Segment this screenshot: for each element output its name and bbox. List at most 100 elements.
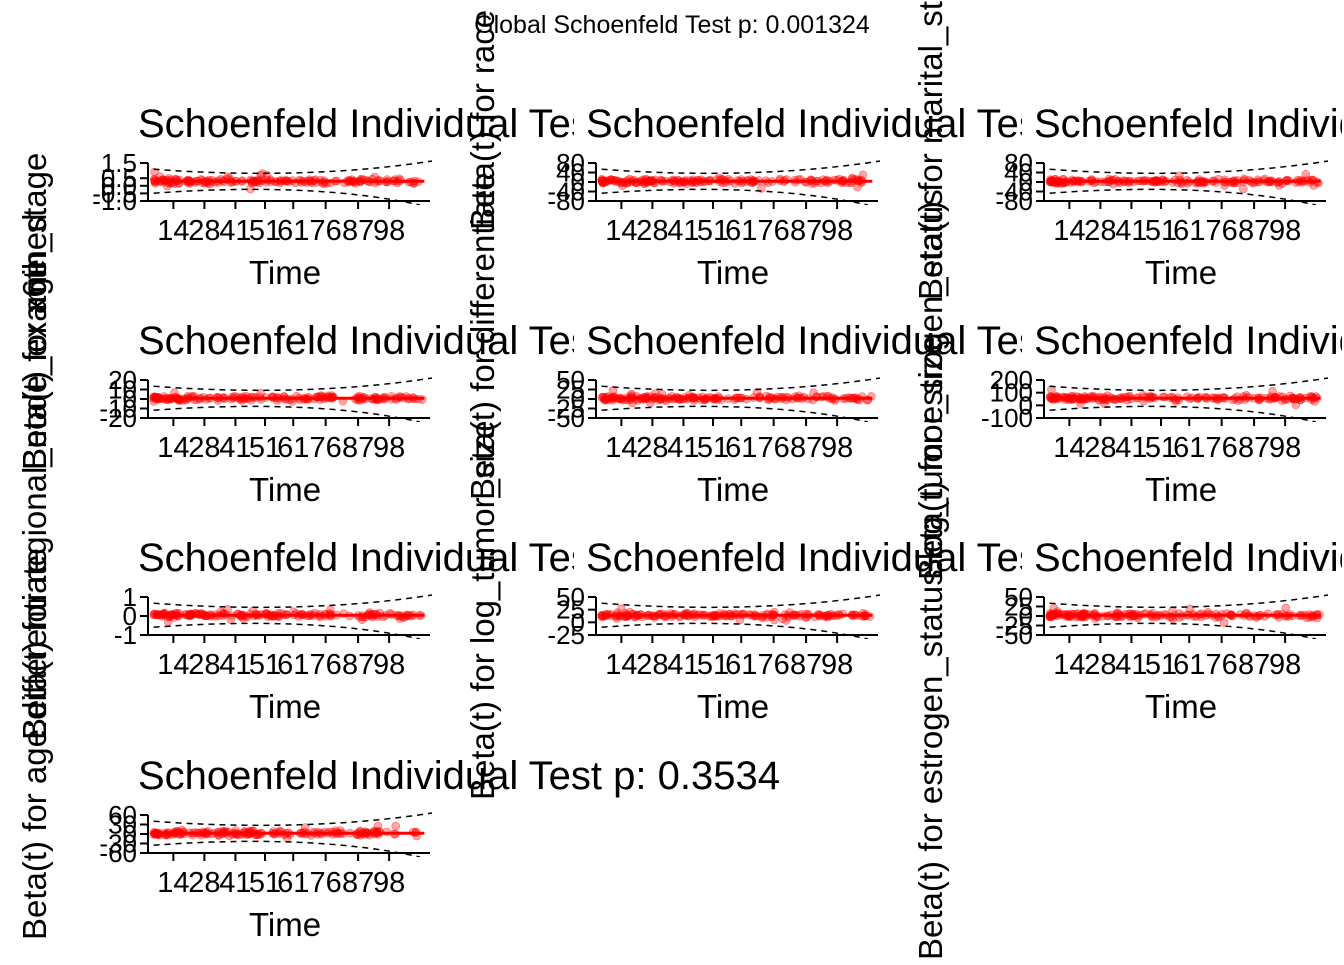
panel-title: Schoenfeld Individual Test p: 0.3534 xyxy=(138,754,780,798)
y-tick-label: 30 xyxy=(108,810,137,840)
y-tick-label: 1 xyxy=(123,582,137,612)
x-tick-label: 28 xyxy=(1084,649,1116,681)
x-axis-label: Time xyxy=(697,688,769,725)
panel-title: Schoenfeld Individual Test p: xyxy=(586,102,1095,146)
confidence-band-lower xyxy=(1049,405,1317,422)
x-tick-label: 51 xyxy=(697,432,729,464)
x-tick-label: 14 xyxy=(605,215,637,247)
y-tick-label: -25 xyxy=(547,394,585,424)
y-tick-label: -40 xyxy=(547,177,585,207)
panel-8: Schoenfeld Individual Test p: 50250-2514… xyxy=(547,537,1022,725)
x-tick-label: 76 xyxy=(758,649,790,681)
panel-1: Schoenfeld Individual Test p: 1.50.50.0-… xyxy=(92,103,574,291)
panel-4: Schoenfeld Individual Test p: 20100-10-2… xyxy=(99,320,574,508)
residual-point xyxy=(1219,618,1229,627)
y-tick-label: -30 xyxy=(99,829,137,859)
x-tick-label: 76 xyxy=(310,215,342,247)
panel-title: Schoenfeld Individual Test p: xyxy=(1034,319,1344,363)
x-tick-label: 28 xyxy=(1084,215,1116,247)
x-tick-label: 41 xyxy=(219,649,251,681)
x-tick-label: 98 xyxy=(373,649,405,681)
panel-9: Schoenfeld Individual Test p: 50250-25-5… xyxy=(995,537,1342,725)
x-tick-label: 87 xyxy=(342,215,374,247)
x-tick-label: 41 xyxy=(667,432,699,464)
x-tick-label: 61 xyxy=(277,215,309,247)
y-axis-label: Beta(t) for regional_node_examined xyxy=(16,213,53,740)
x-axis-label: Time xyxy=(697,471,769,508)
x-tick-label: 28 xyxy=(636,432,668,464)
residual-point xyxy=(1076,399,1085,408)
x-tick-label: 76 xyxy=(310,432,342,464)
y-tick-label: -80 xyxy=(995,186,1033,216)
y-tick-label: -40 xyxy=(995,177,1033,207)
x-axis-label: Time xyxy=(249,254,321,291)
confidence-band-lower xyxy=(153,840,421,857)
x-tick-label: 87 xyxy=(790,215,822,247)
confidence-band-upper xyxy=(601,594,881,609)
x-tick-label: 98 xyxy=(373,432,405,464)
y-tick-label: 25 xyxy=(556,375,585,405)
x-tick-label: 51 xyxy=(249,215,281,247)
x-tick-label: 61 xyxy=(725,215,757,247)
x-tick-label: 14 xyxy=(1053,432,1085,464)
confidence-band-lower xyxy=(153,622,421,639)
y-tick-label: 0.0 xyxy=(101,171,137,201)
y-tick-label: 40 xyxy=(556,158,585,188)
x-tick-label: 41 xyxy=(667,649,699,681)
x-tick-label: 51 xyxy=(1145,432,1177,464)
panel-2: Schoenfeld Individual Test p: 80400-40-8… xyxy=(547,102,1095,291)
y-tick-label: 0 xyxy=(571,384,585,414)
x-axis-label: Time xyxy=(249,688,321,725)
x-tick-label: 51 xyxy=(249,432,281,464)
confidence-band-upper xyxy=(1049,160,1329,175)
residual-point xyxy=(1291,400,1301,410)
confidence-band-upper xyxy=(601,160,881,175)
x-tick-label: 28 xyxy=(188,867,220,899)
y-tick-label: 0.5 xyxy=(101,163,137,193)
x-tick-label: 87 xyxy=(342,867,374,899)
x-tick-label: 87 xyxy=(1238,215,1270,247)
y-tick-label: -10 xyxy=(99,394,137,424)
x-tick-label: 98 xyxy=(1269,215,1301,247)
residual-point xyxy=(617,604,626,614)
y-tick-label: 20 xyxy=(108,365,137,395)
x-tick-label: 98 xyxy=(821,432,853,464)
x-tick-label: 41 xyxy=(219,432,251,464)
x-tick-label: 14 xyxy=(157,432,189,464)
y-tick-label: 0 xyxy=(571,607,585,637)
x-tick-label: 61 xyxy=(277,649,309,681)
y-tick-label: 80 xyxy=(1004,148,1033,178)
x-tick-label: 28 xyxy=(636,649,668,681)
panel-3: Schoenfeld Individual Test p: 80400-40-8… xyxy=(995,103,1342,291)
y-tick-label: -20 xyxy=(99,403,137,433)
x-tick-label: 87 xyxy=(1238,432,1270,464)
y-tick-label: 0 xyxy=(1019,390,1033,420)
x-tick-label: 14 xyxy=(605,432,637,464)
x-tick-label: 98 xyxy=(821,215,853,247)
y-axis-label: Beta(t) for marital_status xyxy=(912,0,949,300)
y-tick-label: -1 xyxy=(114,620,137,650)
x-tick-label: 28 xyxy=(188,215,220,247)
y-axis-label: Beta(t) for age xyxy=(16,259,53,470)
x-axis-label: Time xyxy=(1145,254,1217,291)
confidence-band-lower xyxy=(601,622,869,639)
y-tick-label: 0 xyxy=(123,384,137,414)
y-tick-label: 100 xyxy=(990,378,1033,408)
x-tick-label: 28 xyxy=(636,215,668,247)
x-tick-label: 61 xyxy=(1173,649,1205,681)
x-tick-label: 14 xyxy=(157,649,189,681)
confidence-band-upper xyxy=(153,377,433,392)
